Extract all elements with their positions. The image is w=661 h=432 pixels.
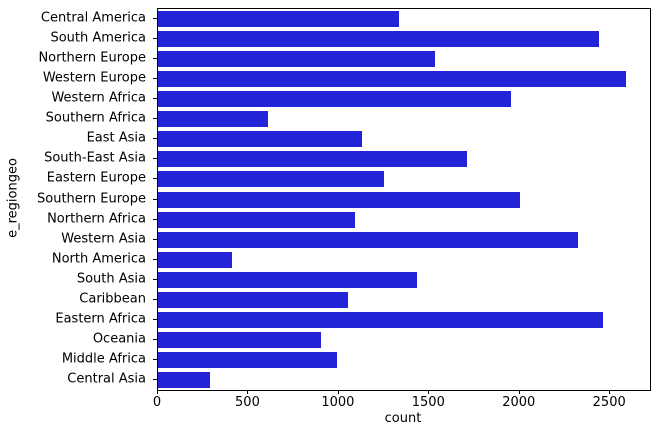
y-tick-label-eastern-africa: Eastern Africa xyxy=(55,311,146,327)
bar-central-america xyxy=(158,11,399,28)
y-tick-mark xyxy=(153,198,157,200)
y-tick-label-oceania: Oceania xyxy=(92,331,146,347)
y-tick-label-southern-europe: Southern Europe xyxy=(37,191,146,206)
y-tick-label-central-asia: Central Asia xyxy=(67,371,146,387)
bar-eastern-europe xyxy=(158,171,385,188)
x-tick-mark xyxy=(337,390,339,394)
bar-south-america xyxy=(158,31,600,48)
x-axis-title: count xyxy=(384,411,422,426)
bar-northern-europe xyxy=(158,51,435,68)
x-tick-label-500: 500 xyxy=(235,395,260,410)
y-tick-label-east-asia: East Asia xyxy=(86,130,146,146)
y-tick-mark xyxy=(153,38,157,40)
y-tick-mark xyxy=(153,118,157,120)
bar-east-asia xyxy=(158,131,363,148)
y-tick-label-central-america: Central America xyxy=(40,10,146,26)
y-tick-label-southern-africa: Southern Africa xyxy=(45,110,146,126)
x-tick-mark xyxy=(157,390,158,394)
y-tick-label-western-africa: Western Africa xyxy=(51,90,146,106)
y-tick-mark xyxy=(153,138,157,140)
y-tick-label-western-europe: Western Europe xyxy=(42,70,146,86)
y-tick-label-south-east-asia: South-East Asia xyxy=(44,150,146,166)
y-tick-label-caribbean: Caribbean xyxy=(79,291,146,307)
bar-middle-africa xyxy=(158,351,338,368)
bar-western-africa xyxy=(158,91,511,108)
y-tick-mark xyxy=(153,58,157,60)
bar-southern-europe xyxy=(158,191,520,208)
bar-oceania xyxy=(158,331,321,348)
y-tick-mark xyxy=(153,278,157,280)
y-tick-label-middle-africa: Middle Africa xyxy=(61,351,146,367)
y-tick-mark xyxy=(153,298,157,300)
y-tick-label-south-america: South America xyxy=(50,30,146,46)
y-tick-mark xyxy=(153,338,157,340)
y-tick-mark xyxy=(153,378,157,380)
bar-northern-africa xyxy=(158,211,356,228)
x-tick-mark xyxy=(518,390,520,394)
y-tick-label-north-america: North America xyxy=(51,251,146,267)
y-tick-label-south-asia: South Asia xyxy=(76,271,146,287)
y-tick-label-northern-africa: Northern Africa xyxy=(47,211,146,227)
bar-north-america xyxy=(158,251,233,268)
y-tick-mark xyxy=(153,238,157,240)
x-tick-mark xyxy=(428,390,430,394)
plot-area xyxy=(157,8,651,391)
x-tick-mark xyxy=(609,390,611,394)
bar-south-east-asia xyxy=(158,151,468,168)
x-tick-label-0: 0 xyxy=(152,395,162,410)
y-tick-mark xyxy=(153,358,157,360)
y-tick-mark xyxy=(153,178,157,180)
x-tick-label-1500: 1500 xyxy=(411,395,445,410)
y-tick-label-western-asia: Western Asia xyxy=(61,231,146,247)
y-axis-title: e_regiongeo xyxy=(5,158,21,238)
bar-western-europe xyxy=(158,71,627,88)
x-tick-label-2500: 2500 xyxy=(592,395,626,410)
x-tick-label-2000: 2000 xyxy=(502,395,536,410)
y-tick-label-northern-europe: Northern Europe xyxy=(38,50,146,66)
y-tick-mark xyxy=(153,78,157,80)
x-tick-label-1000: 1000 xyxy=(321,395,355,410)
y-tick-mark xyxy=(153,218,157,220)
bar-caribbean xyxy=(158,291,348,308)
x-tick-mark xyxy=(247,390,249,394)
bar-eastern-africa xyxy=(158,311,603,328)
y-tick-label-eastern-europe: Eastern Europe xyxy=(46,170,146,186)
bar-south-asia xyxy=(158,271,417,288)
y-tick-mark xyxy=(153,18,157,20)
y-axis-tick-labels: Central America South America Northern Eur… xyxy=(0,8,150,389)
y-tick-mark xyxy=(153,318,157,320)
y-tick-mark xyxy=(153,158,157,160)
bar-central-asia xyxy=(158,371,211,388)
y-tick-mark xyxy=(153,258,157,260)
y-tick-mark xyxy=(153,98,157,100)
bar-southern-africa xyxy=(158,111,269,128)
bar-western-asia xyxy=(158,231,578,248)
